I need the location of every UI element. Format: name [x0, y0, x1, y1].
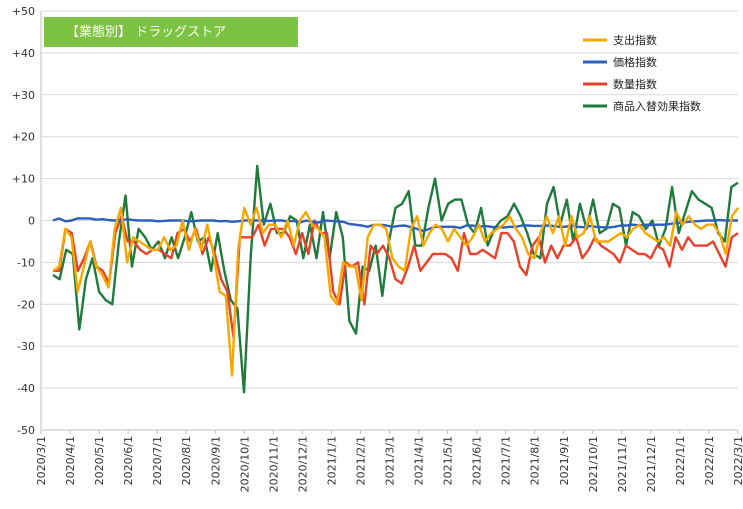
y-tick-label: +40 [12, 47, 35, 60]
x-tick-label: 2020/3/1 [35, 436, 48, 485]
series-line-2 [53, 215, 739, 339]
chart-title: 【業態別】 ドラッグストア [44, 17, 298, 47]
y-tick-label: +20 [12, 131, 35, 144]
legend-label: 支出指数 [613, 33, 657, 47]
chart-title-background [44, 17, 298, 47]
chart-title-text: 【業態別】 ドラッグストア [66, 24, 226, 40]
x-tick-label: 2020/7/1 [151, 436, 164, 485]
y-tick-label: +30 [12, 89, 35, 102]
x-tick-label: 2020/4/1 [64, 436, 77, 485]
x-axis: 2020/3/1 2020/4/1 2020/5/1 2020/6/1 2020/7/1… [35, 429, 743, 492]
series-lines [52, 164, 739, 394]
y-tick-label: -20 [17, 298, 35, 311]
series-line-0 [52, 206, 739, 377]
x-tick-label: 2021/6/1 [471, 436, 484, 485]
y-tick-label: 0 [28, 215, 35, 228]
y-tick-label: +50 [12, 5, 35, 18]
series-line-1 [52, 217, 738, 233]
legend-label: 価格指数 [613, 55, 657, 69]
x-tick-label: 2021/8/1 [529, 436, 542, 485]
x-tick-label: 2020/9/1 [209, 436, 222, 485]
x-tick-label: 2021/3/1 [384, 436, 397, 485]
y-tick-label: -10 [17, 256, 35, 269]
x-tick-label: 2020/6/1 [122, 436, 135, 485]
x-tick-label: 2020/5/1 [93, 436, 106, 485]
x-tick-label: 2022/1/1 [674, 436, 687, 485]
y-tick-label: -40 [17, 382, 35, 395]
x-tick-label: 2020/10/1 [238, 436, 251, 492]
y-tick-label: -50 [17, 424, 35, 437]
x-tick-label: 2021/1/1 [325, 436, 338, 485]
x-tick-label: 2021/11/1 [616, 436, 629, 492]
x-tick-label: 2020/11/1 [267, 436, 280, 492]
x-tick-label: 2021/2/1 [354, 436, 367, 485]
x-tick-label: 2022/3/1 [732, 436, 743, 485]
legend-label: 数量指数 [613, 77, 657, 91]
x-tick-label: 2022/2/1 [703, 436, 716, 485]
legend-label: 商品入替効果指数 [613, 99, 701, 113]
y-tick-label: +10 [12, 173, 35, 186]
y-tick-label: -30 [17, 340, 35, 353]
x-tick-label: 2021/12/1 [645, 436, 658, 492]
x-tick-label: 2021/4/1 [413, 436, 426, 485]
x-tick-label: 2021/7/1 [500, 436, 513, 485]
x-tick-label: 2020/8/1 [180, 436, 193, 485]
x-tick-label: 2021/10/1 [587, 436, 600, 492]
y-axis: +50 +40 +30 +20 +10 0 -10 -20 -30 -40 -50 [12, 5, 42, 437]
x-tick-label: 2021/5/1 [442, 436, 455, 485]
series-line-3 [52, 164, 739, 394]
x-tick-label: 2020/12/1 [296, 436, 309, 492]
x-tick-label: 2021/9/1 [558, 436, 571, 485]
